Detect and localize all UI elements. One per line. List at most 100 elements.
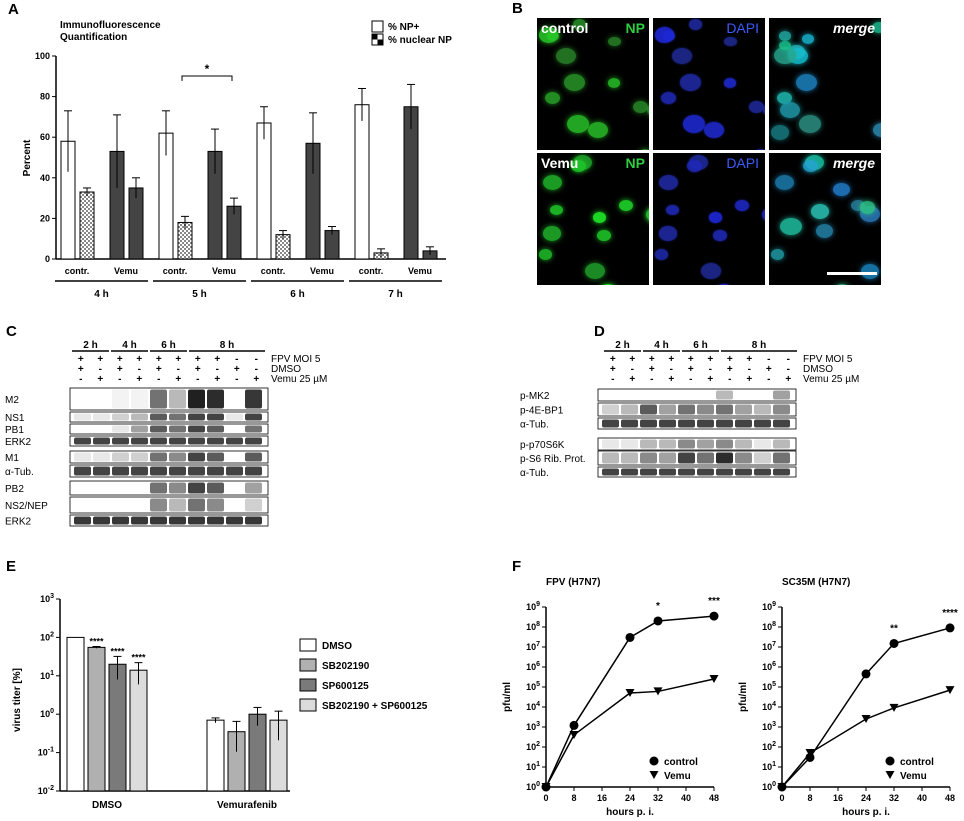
blot-band-label: M1 [5, 453, 19, 464]
blot-sign: + [97, 354, 103, 365]
panel-a-cond-label: Vemu [114, 266, 138, 276]
panel-f-xtick-label: 8 [571, 793, 576, 803]
blot-band [188, 498, 205, 512]
blot-band [716, 468, 733, 476]
blot-band [226, 437, 243, 445]
blot-sign: - [689, 374, 692, 385]
panel-f-ytick-label: 108 [762, 621, 776, 632]
blot-band [188, 413, 205, 421]
blot-band [207, 516, 224, 525]
cell-nucleus [654, 26, 675, 43]
cell-nucleus [659, 226, 678, 241]
cell-nucleus [658, 174, 678, 190]
panel-a-hour-label: 4 h [94, 289, 108, 300]
panel-d-label: D [594, 323, 605, 340]
blot-sign: + [649, 354, 655, 365]
cell-nucleus [748, 101, 764, 113]
panel-e-label: E [6, 558, 16, 575]
panel-f-ytick-label: 101 [762, 761, 776, 772]
panel-e-bar [206, 719, 225, 792]
micro-row-label-wrap: Vemu [541, 155, 578, 171]
blot-band [716, 452, 733, 464]
cell-nucleus [584, 263, 605, 280]
panel-a-cond-label: contr. [261, 266, 286, 276]
blot-band [640, 452, 657, 464]
panel-a-bars [60, 83, 438, 260]
cell-nucleus [770, 125, 789, 140]
micrograph-Vemu-NP: Vemu NP [537, 153, 649, 285]
blot-band [169, 482, 186, 494]
blot-band [150, 413, 167, 421]
cell-nucleus [860, 264, 879, 279]
panel-e-ylabel: virus titer [%] [12, 668, 23, 732]
panel-f-left-title: FPV (H7N7) [546, 577, 600, 588]
blot-sign: + [195, 354, 201, 365]
blot-band [640, 439, 657, 449]
panel-f-signif: ** [890, 623, 898, 634]
blot-time-label: 6 h [161, 340, 175, 351]
blot-band [93, 466, 110, 476]
micro-channel-label-dapi: DAPI [726, 155, 759, 171]
blot-sign: - [787, 364, 790, 375]
blot-sign: - [650, 374, 653, 385]
panel-a-title-2: Quantification [60, 32, 127, 43]
blot-band [735, 452, 752, 464]
blot-sign: + [785, 374, 791, 385]
blot-band-label: ERK2 [5, 517, 32, 528]
blot-sign: + [649, 364, 655, 375]
blot-band [659, 419, 676, 428]
panel-f-xtick-label: 0 [779, 793, 784, 803]
panel-f-xtick-label: 0 [543, 793, 548, 803]
blot-band [169, 437, 186, 445]
cell-nucleus [654, 249, 668, 260]
blot-band [735, 468, 752, 476]
blot-band [74, 516, 91, 525]
cell-nucleus [632, 101, 648, 113]
panel-f-ytick-label: 109 [762, 601, 776, 612]
blot-band [226, 413, 243, 421]
blot-band [602, 439, 619, 449]
blot-sign: + [688, 364, 694, 375]
panel-f-xtick-label: 8 [807, 793, 812, 803]
micrograph-control-DAPI: DAPI [653, 18, 765, 150]
panel-e-xlabel: DMSO [92, 800, 122, 811]
panel-a-cond-label: contr. [163, 266, 188, 276]
panel-f-ylabel: pfu/ml [502, 682, 513, 712]
cell-nucleus [688, 18, 703, 30]
blot-band [678, 468, 695, 476]
cell-nucleus [873, 123, 881, 138]
blot-band [150, 452, 167, 462]
panel-f-ylabel: pfu/ml [738, 682, 749, 712]
micro-channel-label-dapi: DAPI [726, 20, 759, 36]
blot-sign: - [748, 364, 751, 375]
blot-band [169, 389, 186, 409]
blot-band-label: PB1 [5, 425, 24, 436]
panel-f-ytick-label: 105 [526, 681, 540, 692]
blot-sign: - [631, 364, 634, 375]
cell-nucleus [774, 174, 794, 190]
panel-e-ytick-label: 10-2 [38, 785, 54, 796]
blot-band [735, 419, 752, 428]
cell-nucleus [647, 206, 649, 224]
blot-band [773, 468, 790, 476]
blot-band-label: NS1 [5, 413, 25, 424]
blot-band [754, 404, 771, 415]
panel-f-vemu-point [653, 687, 663, 696]
cell-nucleus [776, 91, 793, 104]
panel-f-control-point [709, 611, 719, 621]
panel-a-ytick-label: 80 [40, 92, 50, 102]
cell-nucleus [802, 160, 818, 173]
blot-sign: + [78, 364, 84, 375]
blot-sign: - [235, 354, 238, 365]
blot-sign: + [727, 354, 733, 365]
blot-band [621, 468, 638, 476]
blot-band [640, 419, 657, 428]
panel-f-ytick-label: 101 [526, 761, 540, 772]
blot-band-label: NS2/NEP [5, 501, 48, 512]
blot-band [74, 437, 91, 445]
blot-sign: + [175, 374, 181, 385]
blot-sign: + [156, 354, 162, 365]
